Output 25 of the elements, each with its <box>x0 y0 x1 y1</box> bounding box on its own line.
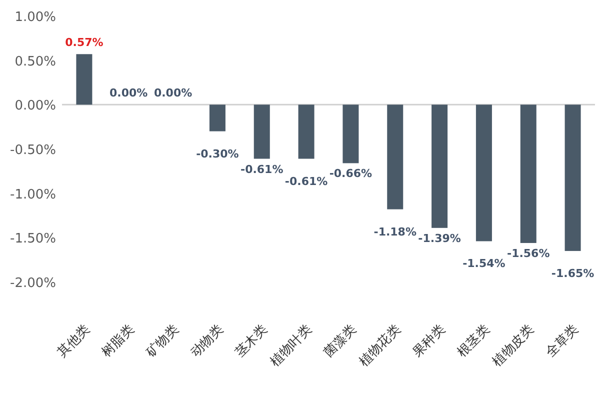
data-label: -1.65% <box>551 266 594 280</box>
data-label: -0.61% <box>284 174 328 188</box>
x-tick-label: 果种类 <box>410 322 448 360</box>
y-tick-label: -1.00% <box>10 187 56 202</box>
data-label: -1.56% <box>507 246 550 260</box>
x-tick-label: 树脂类 <box>99 322 138 360</box>
data-label: -1.39% <box>418 232 461 245</box>
data-label: 0.57% <box>65 36 104 50</box>
y-tick-label: -2.00% <box>10 276 56 291</box>
data-label: 0.00% <box>110 86 148 100</box>
y-tick-label: -0.50% <box>10 143 56 158</box>
data-label: -0.66% <box>329 167 372 180</box>
x-tick-label: 全草类 <box>543 322 582 360</box>
data-label: -1.18% <box>374 225 416 238</box>
data-label: -1.54% <box>462 257 506 270</box>
data-label: 0.00% <box>154 86 192 100</box>
x-tick-label: 矿物类 <box>142 322 182 362</box>
y-tick-label: 0.50% <box>14 54 56 70</box>
x-tick-label: 其他类 <box>54 322 94 360</box>
x-tick-label: 动物类 <box>188 322 226 360</box>
y-tick-label: 1.00% <box>14 10 56 25</box>
y-tick-label: -1.50% <box>10 232 56 247</box>
y-tick-label: 0.00% <box>14 98 56 114</box>
data-label: -0.30% <box>196 147 239 160</box>
data-label: -0.61% <box>240 162 284 176</box>
